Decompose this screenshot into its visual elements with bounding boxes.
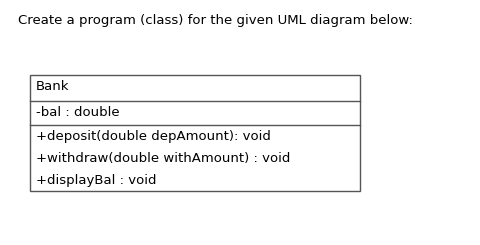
Text: -bal : double: -bal : double bbox=[36, 106, 120, 119]
Text: +displayBal : void: +displayBal : void bbox=[36, 174, 156, 187]
Text: Create a program (class) for the given UML diagram below:: Create a program (class) for the given U… bbox=[18, 14, 413, 27]
Text: +withdraw(double withAmount) : void: +withdraw(double withAmount) : void bbox=[36, 152, 290, 165]
Text: Bank: Bank bbox=[36, 80, 70, 93]
Text: +deposit(double depAmount): void: +deposit(double depAmount): void bbox=[36, 130, 271, 143]
Bar bbox=[30, 75, 360, 191]
